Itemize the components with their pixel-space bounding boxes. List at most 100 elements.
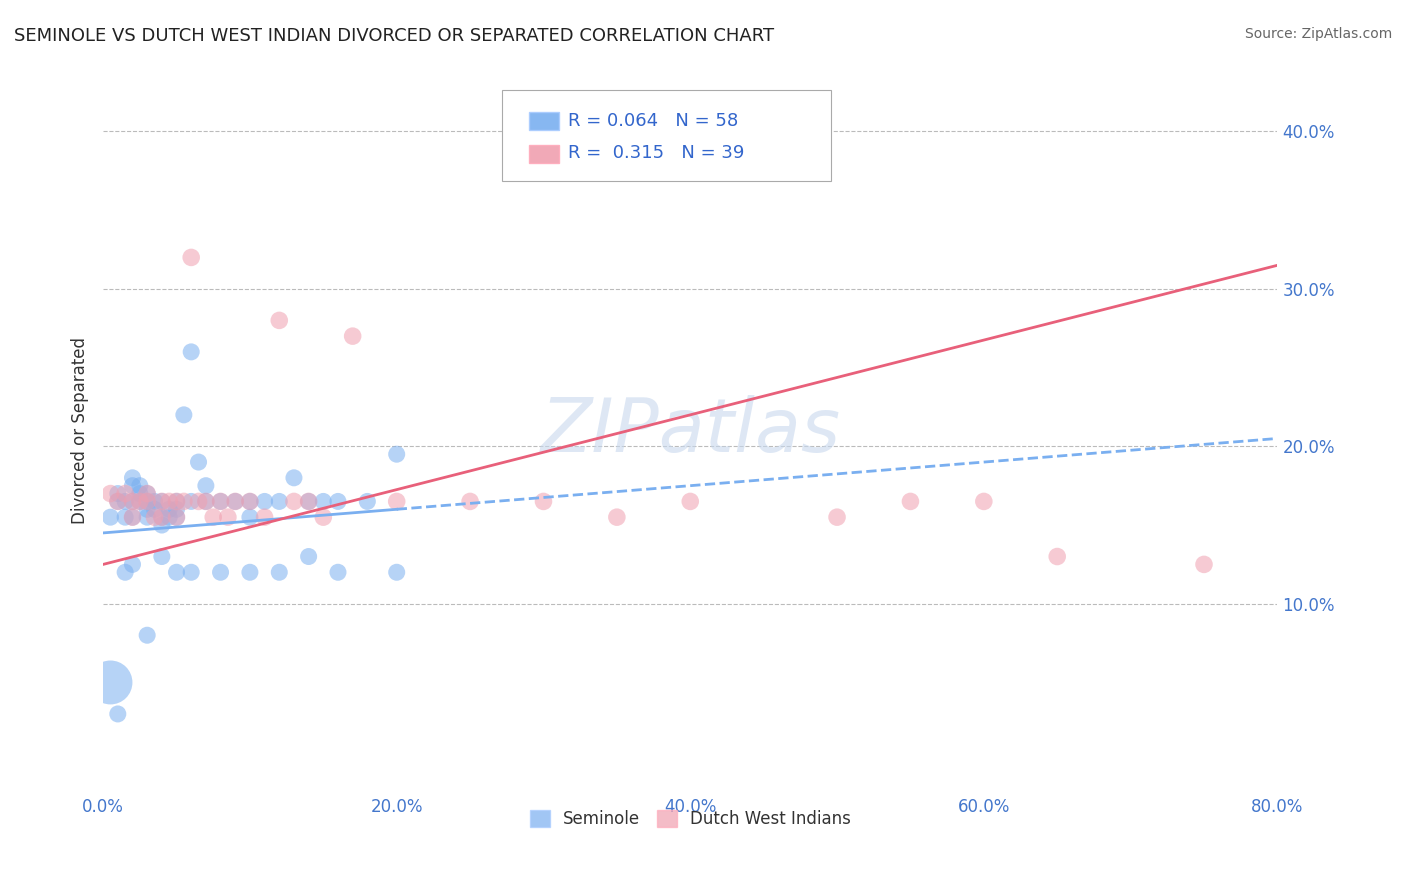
Point	[128, 478, 150, 492]
Point	[121, 510, 143, 524]
Point	[136, 502, 159, 516]
Point	[239, 566, 262, 580]
Point	[533, 494, 555, 508]
Point	[150, 510, 173, 524]
Point	[900, 494, 922, 508]
Point	[253, 510, 276, 524]
Point	[143, 510, 166, 524]
Point	[107, 494, 129, 508]
Point	[973, 494, 995, 508]
Point	[458, 494, 481, 508]
Point	[385, 447, 408, 461]
Point	[121, 471, 143, 485]
Point	[202, 510, 225, 524]
Point	[825, 510, 848, 524]
Point	[136, 494, 159, 508]
Point	[100, 486, 122, 500]
Point	[356, 494, 378, 508]
Point	[269, 313, 291, 327]
Point	[194, 494, 217, 508]
Point	[136, 494, 159, 508]
Point	[100, 675, 122, 690]
Point	[298, 494, 321, 508]
Point	[114, 510, 136, 524]
Text: SEMINOLE VS DUTCH WEST INDIAN DIVORCED OR SEPARATED CORRELATION CHART: SEMINOLE VS DUTCH WEST INDIAN DIVORCED O…	[14, 27, 775, 45]
Point	[166, 494, 188, 508]
Point	[166, 566, 188, 580]
Point	[326, 566, 349, 580]
Point	[298, 549, 321, 564]
Point	[180, 251, 202, 265]
Point	[209, 566, 232, 580]
Point	[194, 478, 217, 492]
Point	[107, 494, 129, 508]
Point	[136, 628, 159, 642]
Point	[136, 486, 159, 500]
Point	[143, 502, 166, 516]
Point	[180, 566, 202, 580]
Point	[100, 510, 122, 524]
Point	[1192, 558, 1215, 572]
Point	[224, 494, 246, 508]
Point	[150, 510, 173, 524]
Point	[342, 329, 364, 343]
Point	[150, 494, 173, 508]
Point	[253, 494, 276, 508]
FancyBboxPatch shape	[530, 112, 558, 130]
Text: Source: ZipAtlas.com: Source: ZipAtlas.com	[1244, 27, 1392, 41]
Point	[143, 494, 166, 508]
Text: R = 0.064   N = 58: R = 0.064 N = 58	[568, 112, 738, 129]
Point	[136, 510, 159, 524]
Point	[187, 494, 209, 508]
Text: ZIPatlas: ZIPatlas	[540, 394, 841, 467]
Point	[128, 486, 150, 500]
Point	[385, 494, 408, 508]
Point	[224, 494, 246, 508]
Point	[239, 494, 262, 508]
Point	[385, 566, 408, 580]
Point	[121, 510, 143, 524]
Point	[209, 494, 232, 508]
Point	[239, 510, 262, 524]
Point	[679, 494, 702, 508]
Point	[173, 408, 195, 422]
Point	[187, 455, 209, 469]
Point	[150, 494, 173, 508]
Text: R =  0.315   N = 39: R = 0.315 N = 39	[568, 145, 745, 162]
Point	[150, 518, 173, 533]
Point	[157, 494, 180, 508]
Point	[128, 494, 150, 508]
Point	[298, 494, 321, 508]
FancyBboxPatch shape	[502, 90, 831, 181]
Point	[283, 471, 305, 485]
FancyBboxPatch shape	[530, 145, 558, 162]
Point	[114, 486, 136, 500]
Point	[312, 494, 335, 508]
Point	[269, 566, 291, 580]
Point	[157, 502, 180, 516]
Point	[1046, 549, 1069, 564]
Point	[326, 494, 349, 508]
Point	[166, 510, 188, 524]
Point	[150, 549, 173, 564]
Point	[136, 486, 159, 500]
Point	[217, 510, 239, 524]
Point	[121, 558, 143, 572]
Point	[128, 494, 150, 508]
Point	[107, 486, 129, 500]
Y-axis label: Divorced or Separated: Divorced or Separated	[72, 337, 89, 524]
Point	[606, 510, 628, 524]
Point	[180, 344, 202, 359]
Point	[114, 494, 136, 508]
Point	[269, 494, 291, 508]
Point	[173, 494, 195, 508]
Point	[283, 494, 305, 508]
Point	[239, 494, 262, 508]
Point	[166, 510, 188, 524]
Point	[121, 478, 143, 492]
Point	[121, 494, 143, 508]
Point	[157, 510, 180, 524]
Point	[194, 494, 217, 508]
Point	[121, 494, 143, 508]
Point	[166, 502, 188, 516]
